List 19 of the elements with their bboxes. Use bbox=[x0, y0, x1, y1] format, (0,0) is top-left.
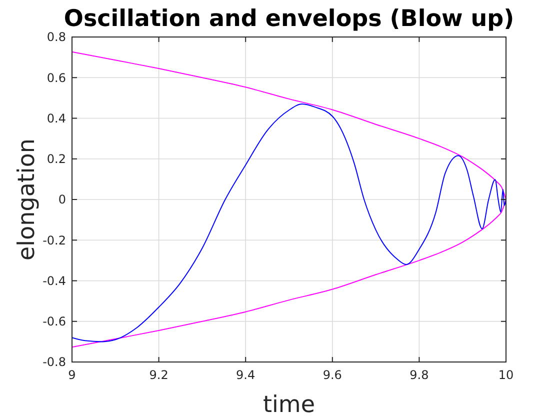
x-tick-label: 9.4 bbox=[236, 368, 256, 382]
y-tick-label: 0.6 bbox=[46, 70, 66, 85]
x-tick-label: 9.2 bbox=[149, 368, 168, 382]
y-tick-label: -0.2 bbox=[42, 233, 66, 248]
y-tick-label: 0.2 bbox=[46, 152, 66, 166]
x-tick-label: 9.6 bbox=[322, 368, 342, 382]
x-tick-label: 9.8 bbox=[410, 368, 429, 382]
y-tick-label: 0 bbox=[58, 192, 66, 207]
x-axis-title: time bbox=[263, 392, 315, 418]
x-tick-label: 9 bbox=[68, 368, 76, 382]
y-tick-label: 0.8 bbox=[46, 30, 66, 44]
y-axis-title: elongation bbox=[14, 138, 40, 260]
y-tick-label: 0.4 bbox=[46, 111, 66, 126]
line-series bbox=[72, 104, 506, 342]
y-tick-label: -0.8 bbox=[42, 355, 66, 370]
y-tick-label: -0.6 bbox=[42, 314, 66, 329]
chart-title: Oscillation and envelops (Blow up) bbox=[64, 6, 514, 32]
y-tick-label: -0.4 bbox=[42, 274, 66, 288]
x-tick-label: 10 bbox=[498, 368, 514, 382]
